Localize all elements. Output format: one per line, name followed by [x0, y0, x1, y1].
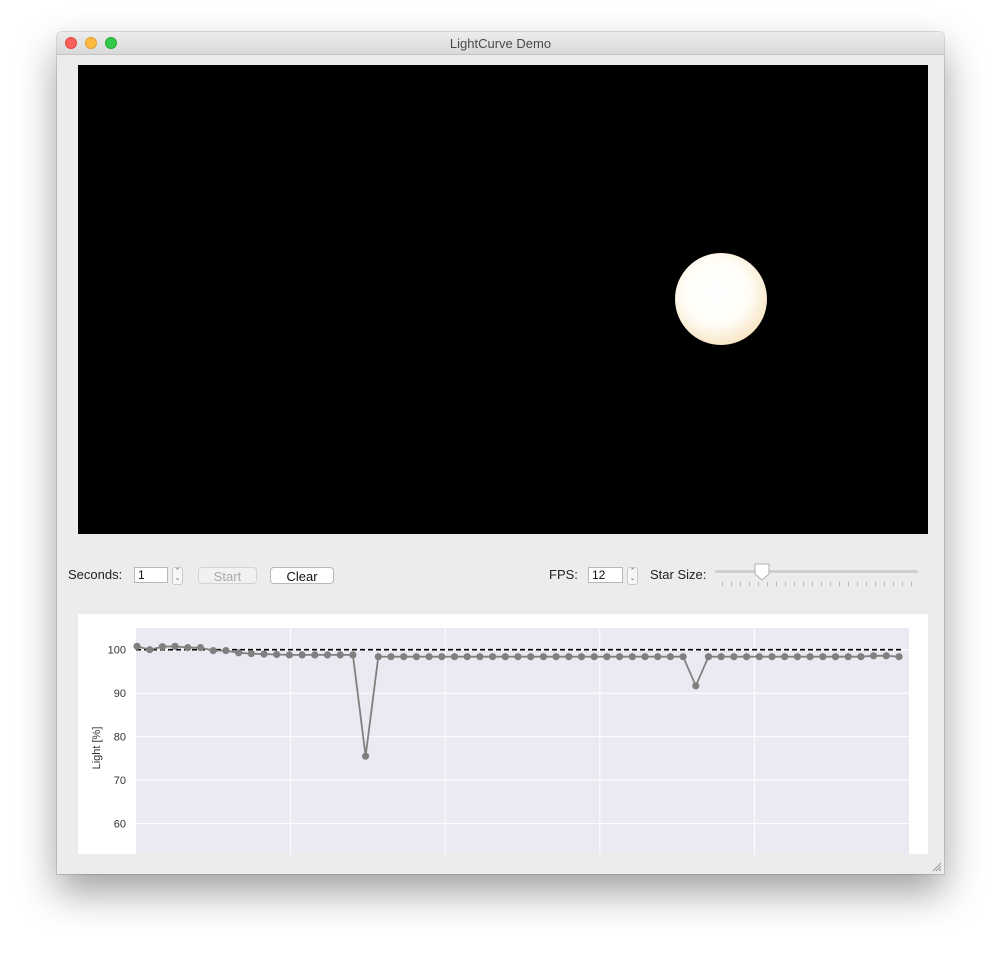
data-point [679, 653, 687, 661]
data-point [387, 653, 395, 661]
data-point [781, 653, 789, 661]
data-point [285, 651, 293, 659]
star-image [675, 253, 767, 345]
star-video-view [78, 65, 928, 534]
data-point [565, 653, 573, 661]
data-point [831, 653, 840, 661]
data-point [476, 653, 484, 661]
data-point [743, 653, 751, 661]
fps-field[interactable]: 12 [588, 567, 623, 583]
window-title: LightCurve Demo [449, 36, 552, 51]
y-axis-label: Light [%] [91, 727, 103, 770]
data-point [158, 643, 166, 651]
data-point [311, 651, 319, 659]
data-point [730, 653, 738, 661]
data-point [806, 653, 814, 661]
light-curve-plot: 100 90 80 70 60 Light [%] [78, 614, 928, 854]
clear-button[interactable]: Clear [270, 567, 334, 584]
data-point [755, 653, 763, 661]
data-point [298, 651, 306, 659]
minimize-window-button[interactable] [85, 37, 97, 49]
seconds-stepper-icon[interactable]: ⌃ ⌄ [172, 567, 183, 585]
data-point [704, 653, 713, 661]
star-size-slider[interactable] [715, 570, 918, 573]
data-point [844, 653, 852, 661]
data-point [247, 650, 255, 658]
data-point [857, 653, 865, 661]
data-point [717, 653, 725, 661]
data-point [425, 653, 433, 661]
data-point [171, 642, 179, 650]
data-point [882, 652, 890, 660]
data-point [692, 682, 700, 690]
star-size-slider-thumb[interactable] [754, 563, 770, 581]
data-point [463, 653, 471, 661]
data-point [349, 651, 357, 659]
data-point [336, 651, 344, 659]
slider-ticks [722, 582, 912, 586]
data-point [768, 653, 776, 661]
data-point [235, 649, 243, 657]
data-point [450, 653, 459, 661]
light-curve-chart: 100 90 80 70 60 Light [%] [91, 628, 909, 854]
data-point [616, 653, 624, 661]
data-point [577, 653, 586, 661]
data-point [539, 653, 547, 661]
data-point [641, 653, 649, 661]
start-button[interactable]: Start [198, 567, 257, 584]
data-point [400, 653, 408, 661]
data-point [374, 653, 382, 661]
resize-grip-icon[interactable] [932, 862, 942, 872]
data-point [527, 653, 535, 661]
zoom-window-button[interactable] [105, 37, 117, 49]
data-point [666, 653, 675, 661]
data-point [146, 646, 154, 654]
data-point [412, 653, 420, 661]
app-window: LightCurve Demo Seconds: 1 ⌃ ⌄ Start Clea… [57, 32, 944, 874]
y-tick-label: 80 [114, 732, 126, 744]
data-point [438, 653, 446, 661]
data-point [273, 650, 281, 659]
close-window-button[interactable] [65, 37, 77, 49]
data-point [819, 653, 827, 661]
data-point [362, 752, 370, 760]
data-point [209, 647, 217, 655]
data-point [590, 653, 598, 661]
data-point [184, 644, 192, 652]
fps-stepper-icon[interactable]: ⌃ ⌄ [627, 567, 638, 585]
star-size-label: Star Size: [650, 567, 707, 582]
data-point [323, 651, 332, 659]
y-tick-label: 90 [114, 688, 126, 700]
data-point [603, 653, 611, 661]
plot-area [136, 628, 909, 854]
data-point [260, 650, 268, 658]
seconds-label: Seconds: [68, 567, 123, 582]
y-tick-label: 100 [108, 645, 126, 657]
data-point [870, 652, 878, 660]
y-tick-label: 70 [114, 775, 126, 787]
data-point [133, 642, 141, 650]
data-point [489, 653, 497, 661]
seconds-field[interactable]: 1 [134, 567, 168, 583]
data-point [793, 653, 802, 661]
data-point [552, 653, 560, 661]
data-point [514, 653, 522, 661]
data-point [196, 644, 205, 652]
data-point [222, 647, 230, 655]
data-point [628, 653, 636, 661]
data-point [895, 653, 903, 661]
fps-label: FPS: [549, 567, 578, 582]
data-point [501, 653, 509, 661]
data-point [654, 653, 662, 661]
title-bar[interactable]: LightCurve Demo [57, 32, 944, 55]
y-tick-label: 60 [114, 819, 126, 831]
